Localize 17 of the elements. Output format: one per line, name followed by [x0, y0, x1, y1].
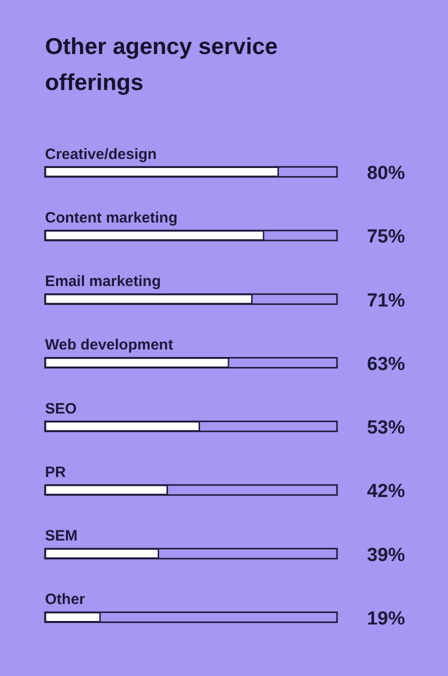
chart-title: Other agency service offerings: [45, 32, 279, 97]
data-label: 53%: [366, 418, 406, 439]
data-label: 71%: [366, 290, 406, 312]
y-tick-label: Content marketing: [45, 209, 178, 226]
data-label: 75%: [366, 226, 406, 248]
y-tick-label: PR: [45, 464, 66, 481]
y-tick-label: Other: [45, 591, 86, 608]
data-label: 80%: [366, 163, 406, 184]
data-label: 19%: [366, 608, 406, 630]
data-label: 42%: [366, 481, 406, 502]
data-label: 39%: [366, 544, 406, 566]
y-tick-label: Web development: [45, 336, 174, 354]
data-label: 63%: [366, 354, 406, 375]
y-tick-label: SEO: [45, 400, 78, 418]
y-tick-label: Email marketing: [45, 273, 161, 290]
y-tick-label: SEM: [45, 528, 78, 545]
y-tick-label: Creative/design: [45, 146, 157, 163]
